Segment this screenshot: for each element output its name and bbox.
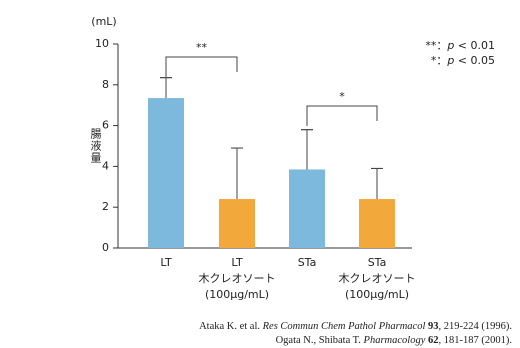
note-part: p xyxy=(446,39,454,52)
reference-part: Ogata N., Shibata T. xyxy=(276,335,364,346)
note-part: p xyxy=(446,54,454,67)
y-tick-label: 6 xyxy=(102,119,109,132)
x-tick-label: LT xyxy=(231,256,243,269)
note-part: **： xyxy=(425,39,447,52)
y-tick-label: 4 xyxy=(102,159,109,172)
bar xyxy=(289,169,325,248)
note: *：p < 0.05 xyxy=(431,54,495,67)
x-tick-label: (100μg/mL) xyxy=(205,288,269,301)
reference: Ogata N., Shibata T. Pharmacology 62, 18… xyxy=(276,335,512,346)
bar xyxy=(148,98,184,248)
x-tick-label: 木クレオソート xyxy=(339,272,416,285)
reference-part: Ataka K. et al. xyxy=(199,321,263,332)
y-unit: (mL) xyxy=(91,15,116,28)
note-part: *： xyxy=(431,54,448,67)
y-tick-label: 2 xyxy=(102,200,109,213)
significance-label: * xyxy=(339,90,345,103)
reference-part: Res Commun Chem Pathol Pharmacol xyxy=(262,321,426,332)
x-tick-label: LT xyxy=(160,256,172,269)
reference-part: Pharmacology xyxy=(363,335,426,346)
y-label: 腸液量 xyxy=(89,128,102,164)
reference-part: , 181-187 (2001). xyxy=(439,335,513,346)
reference-part: 93 xyxy=(428,321,439,332)
bar xyxy=(219,199,255,248)
reference-part: 62 xyxy=(428,335,439,346)
y-tick-label: 0 xyxy=(102,241,109,254)
y-tick-label: 10 xyxy=(95,37,109,50)
note-part: < 0.05 xyxy=(454,54,495,67)
note: **：p < 0.01 xyxy=(425,39,495,52)
note-part: < 0.01 xyxy=(454,39,495,52)
x-tick-label: STa xyxy=(368,256,387,269)
significance-label: ** xyxy=(196,41,208,54)
x-tick-label: (100μg/mL) xyxy=(345,288,409,301)
significance-bracket xyxy=(165,56,238,77)
significance-bracket xyxy=(306,105,378,126)
y-tick-label: 8 xyxy=(102,78,109,91)
x-tick-label: 木クレオソート xyxy=(199,272,276,285)
reference: Ataka K. et al. Res Commun Chem Pathol P… xyxy=(199,321,512,332)
x-tick-label: STa xyxy=(298,256,317,269)
bar xyxy=(359,199,395,248)
reference-part: , 219-224 (1996). xyxy=(439,321,513,332)
